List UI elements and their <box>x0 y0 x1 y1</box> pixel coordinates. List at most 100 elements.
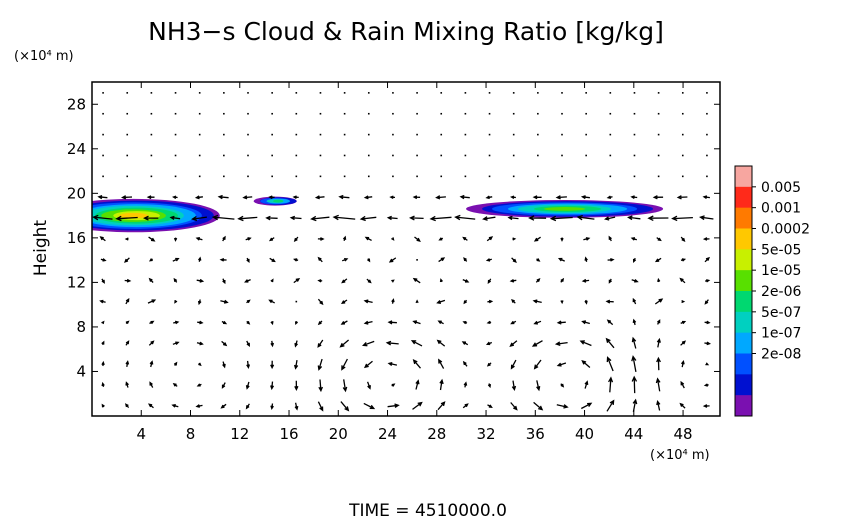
wind-vector <box>341 358 348 371</box>
wind-vector-dot <box>102 92 104 94</box>
wind-vector <box>482 216 496 221</box>
cloud-contour <box>119 212 148 219</box>
wind-vector-dot <box>440 112 443 115</box>
wind-vector-dot <box>198 92 201 94</box>
wind-vector <box>704 341 712 346</box>
wind-vector-dot <box>657 154 660 157</box>
wind-vector-dot <box>367 133 370 136</box>
wind-vector <box>196 341 204 346</box>
wind-vector <box>556 320 566 325</box>
wind-vector-dot <box>681 92 684 94</box>
colorbar-label: 0.0002 <box>761 222 810 238</box>
wind-vector <box>512 237 517 241</box>
wind-vector <box>125 381 129 388</box>
wind-vector <box>584 380 589 389</box>
wind-vector <box>580 195 590 200</box>
wind-vector <box>412 195 421 200</box>
wind-vector <box>463 257 468 262</box>
wind-vector <box>703 383 709 387</box>
wind-vector <box>533 236 541 242</box>
chart-title: NH3−s Cloud & Rain Mixing Ratio [kg/kg] <box>148 17 664 46</box>
wind-vector <box>630 237 638 241</box>
wind-vector-dot <box>512 175 515 178</box>
x-unit-label: (×10⁴ m) <box>650 448 710 463</box>
wind-vector <box>197 320 204 325</box>
wind-vector <box>197 299 202 306</box>
wind-vector-dot <box>681 154 684 157</box>
wind-vector <box>317 256 323 263</box>
wind-vector-dot <box>609 154 612 157</box>
wind-vector <box>699 215 714 221</box>
wind-vector <box>211 214 235 221</box>
wind-vector-dot <box>367 175 370 178</box>
wind-vector-dot <box>271 133 273 136</box>
wind-vector <box>608 376 614 393</box>
wind-vector <box>270 403 274 410</box>
cloud-contour <box>543 207 586 211</box>
wind-vector <box>246 340 250 347</box>
wind-vector <box>549 215 573 222</box>
wind-vector <box>654 257 662 263</box>
wind-vector-dot <box>150 112 153 115</box>
wind-vector-dot <box>223 154 225 157</box>
wind-vector-dot <box>657 175 660 178</box>
wind-vector <box>606 399 615 412</box>
wind-vector-dot <box>633 154 636 157</box>
wind-vector <box>221 340 228 347</box>
wind-vector <box>173 237 178 242</box>
wind-vector-dot <box>681 133 684 136</box>
wind-vector-dot <box>126 133 129 136</box>
wind-vector-dot <box>464 133 467 136</box>
wind-vector-dot <box>440 92 443 94</box>
wind-vector-dot <box>343 154 346 157</box>
wind-vector <box>385 340 399 346</box>
wind-vector <box>219 257 227 262</box>
wind-vector <box>314 195 325 200</box>
wind-vector <box>143 215 159 221</box>
y-tick-label: 16 <box>67 229 86 247</box>
x-tick-label: 16 <box>279 425 298 443</box>
wind-vector <box>656 400 661 411</box>
wind-vector <box>510 320 517 325</box>
wind-vector <box>171 404 179 408</box>
wind-vector <box>680 236 686 243</box>
wind-vector <box>584 256 588 262</box>
wind-vector <box>680 340 686 346</box>
wind-vector-dot <box>247 175 249 178</box>
wind-vector <box>556 404 569 409</box>
wind-vector-dot <box>150 92 153 94</box>
y-tick-label: 20 <box>67 184 86 202</box>
wind-vector <box>584 299 588 305</box>
wind-vector-dot <box>343 175 346 178</box>
wind-vector <box>293 359 299 370</box>
wind-vector <box>704 256 710 263</box>
wind-vector <box>606 319 614 326</box>
wind-vector-dot <box>247 92 249 94</box>
wind-vector <box>391 383 396 387</box>
wind-vector <box>148 277 154 283</box>
wind-vector <box>462 236 468 241</box>
wind-vector-dot <box>392 112 394 115</box>
wind-vector <box>630 195 638 200</box>
wind-vector <box>680 380 685 389</box>
wind-vector <box>341 278 348 284</box>
wind-vector-dot <box>174 133 177 136</box>
wind-vector <box>101 340 105 345</box>
wind-vector <box>195 404 203 408</box>
wind-vector-dot <box>247 133 249 136</box>
wind-vector <box>461 341 469 346</box>
wind-vector <box>217 194 229 200</box>
y-unit-label: (×10⁴ m) <box>14 49 74 64</box>
colorbar-label: 2e-08 <box>761 347 801 363</box>
wind-vector <box>560 300 564 305</box>
wind-vector-dot <box>416 175 418 178</box>
wind-vector <box>510 195 516 200</box>
wind-vector <box>125 298 130 305</box>
wind-vector <box>436 299 446 304</box>
wind-vector <box>535 277 541 283</box>
wind-vector <box>222 235 226 242</box>
wind-vector <box>510 359 517 370</box>
wind-vector-dot <box>247 112 249 115</box>
wind-vector-dot <box>609 133 612 136</box>
wind-vector-dot <box>488 133 491 136</box>
